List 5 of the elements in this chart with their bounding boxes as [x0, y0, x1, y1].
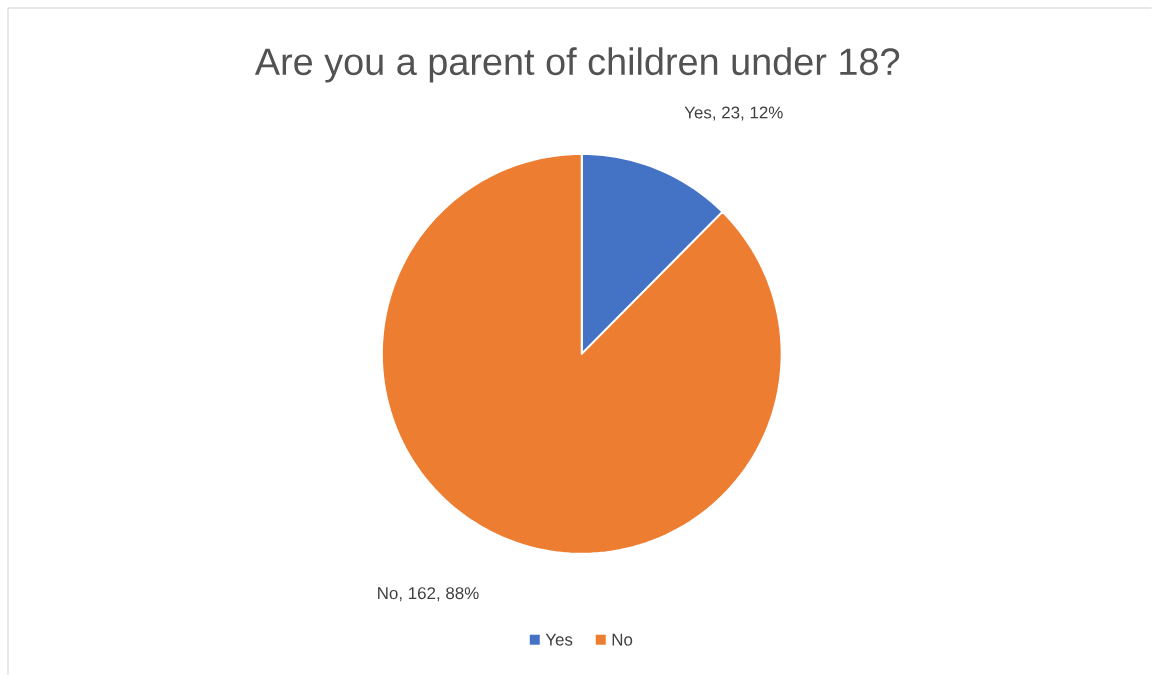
data-label: Yes, 23, 12% — [684, 106, 783, 121]
legend-label: Yes — [545, 633, 573, 646]
chart-title: Are you a parent of children under 18? — [254, 47, 900, 83]
data-label: No, 162, 88% — [378, 587, 479, 602]
legend-label: No — [612, 633, 633, 646]
